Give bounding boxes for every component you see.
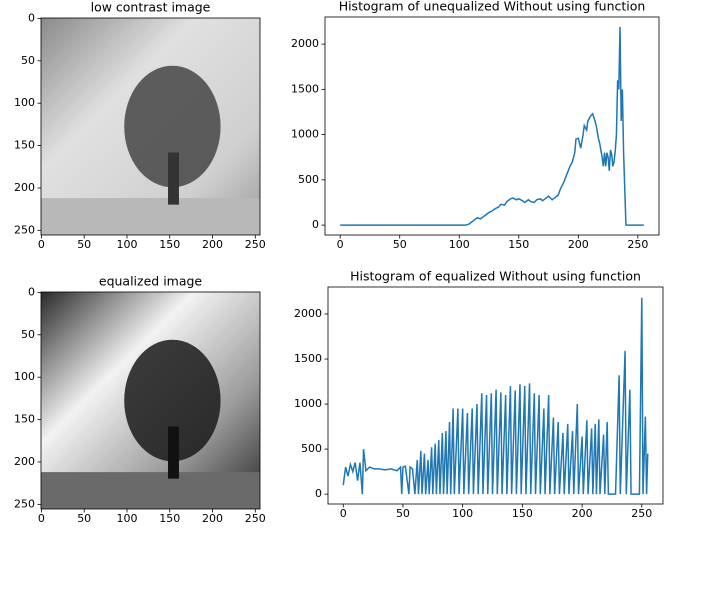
chart-title: Histogram of equalized Without using fun…: [350, 269, 641, 284]
x-tick-label: 50: [77, 238, 91, 251]
histogram-line: [340, 26, 644, 226]
y-tick-label: 2000: [294, 307, 322, 320]
x-tick-label: 100: [116, 238, 137, 251]
x-tick-label: 200: [568, 238, 589, 251]
y-tick-label: 500: [298, 173, 319, 186]
y-tick-label: 50: [21, 54, 35, 67]
axes-frame: [40, 17, 261, 236]
axes-frame: [327, 286, 664, 505]
image-ground: [41, 198, 260, 235]
x-tick-label: 100: [449, 238, 470, 251]
y-tick-label: 1500: [291, 82, 319, 95]
y-tick-label: 0: [28, 11, 35, 24]
histogram-line: [342, 297, 649, 495]
image-tree-crown: [124, 339, 221, 462]
y-tick-label: 100: [14, 370, 35, 383]
y-tick-label: 0: [28, 285, 35, 298]
y-tick-label: 100: [14, 96, 35, 109]
x-tick-label: 100: [452, 507, 473, 520]
y-tick-label: 150: [14, 413, 35, 426]
x-tick-label: 0: [38, 238, 45, 251]
y-tick-label: 200: [14, 455, 35, 468]
image-tree-trunk: [168, 152, 179, 205]
y-tick-label: 250: [14, 497, 35, 510]
x-tick-label: 0: [340, 507, 347, 520]
x-tick-label: 150: [159, 512, 180, 525]
chart-title: low contrast image: [91, 0, 211, 15]
y-tick-label: 50: [21, 328, 35, 341]
axes-frame: [324, 16, 660, 236]
x-tick-label: 0: [337, 238, 344, 251]
y-tick-label: 1000: [294, 397, 322, 410]
x-tick-label: 150: [508, 238, 529, 251]
y-tick-label: 1000: [291, 128, 319, 141]
y-tick-label: 150: [14, 139, 35, 152]
y-tick-label: 500: [301, 442, 322, 455]
image-ground: [41, 472, 260, 509]
x-tick-label: 150: [159, 238, 180, 251]
axes-frame: [40, 291, 261, 510]
y-tick-label: 0: [315, 487, 322, 500]
x-tick-label: 250: [631, 507, 652, 520]
x-tick-label: 250: [245, 238, 266, 251]
image: [41, 292, 260, 509]
x-tick-label: 200: [202, 512, 223, 525]
y-tick-label: 2000: [291, 37, 319, 50]
x-tick-label: 50: [396, 507, 410, 520]
x-tick-label: 0: [38, 512, 45, 525]
y-tick-label: 200: [14, 181, 35, 194]
x-tick-label: 250: [245, 512, 266, 525]
x-tick-label: 50: [393, 238, 407, 251]
x-tick-label: 200: [572, 507, 593, 520]
x-tick-label: 150: [512, 507, 533, 520]
x-tick-label: 50: [77, 512, 91, 525]
y-tick-label: 1500: [294, 352, 322, 365]
x-tick-label: 100: [116, 512, 137, 525]
chart-title: Histogram of unequalized Without using f…: [339, 0, 646, 14]
chart-title: equalized image: [99, 274, 203, 289]
image-tree-crown: [124, 65, 221, 188]
x-tick-label: 250: [627, 238, 648, 251]
y-tick-label: 250: [14, 223, 35, 236]
image-tree-trunk: [168, 426, 179, 479]
y-tick-label: 0: [312, 218, 319, 231]
x-tick-label: 200: [202, 238, 223, 251]
image: [41, 18, 260, 235]
